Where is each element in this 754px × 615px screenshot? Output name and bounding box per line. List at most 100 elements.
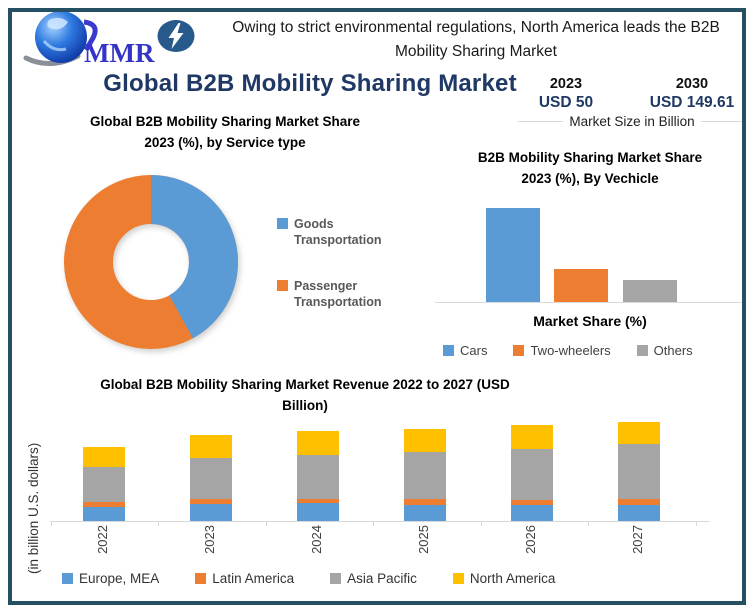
axis-tick: [588, 521, 589, 526]
segment-europe-mea: [618, 504, 660, 521]
vehicle-title-line2: 2023 (%), By Vechicle: [521, 170, 659, 186]
segment-north-america: [404, 428, 446, 452]
segment-asia-pacific: [511, 448, 553, 500]
axis-tick: [50, 521, 52, 526]
revenue-chart-title: Global B2B Mobility Sharing Market Reven…: [100, 377, 510, 413]
market-size-end: 2030 USD 149.61: [646, 76, 738, 112]
segment-latin-america: [83, 502, 125, 507]
axis-tick: [265, 521, 267, 526]
globe-landmass: [47, 17, 68, 30]
legend-label: Asia Pacific: [347, 571, 417, 586]
lightning-icon: [157, 20, 195, 52]
segment-latin-america: [190, 499, 232, 504]
stacked-bar-2022: [83, 447, 125, 521]
legend-swatch: [277, 279, 288, 291]
donut-chart: [63, 174, 239, 350]
legend-swatch: [330, 573, 342, 584]
donut-legend: Goods Transportation Passenger Transporta…: [277, 216, 419, 310]
revenue-xticks: 2022 2023 2024 2025 2026 2027: [50, 525, 710, 567]
segment-europe-mea: [404, 504, 446, 521]
legend-label: Two-wheelers: [530, 343, 611, 358]
stacked-bar-2025: [404, 428, 446, 521]
segment-europe-mea: [190, 504, 232, 521]
segment-europe-mea: [83, 506, 125, 521]
legend-label: Cars: [460, 343, 488, 358]
stacked-bar-2023: [190, 435, 232, 521]
donut-chart-title: Global B2B Mobility Sharing Market Share…: [45, 112, 405, 154]
axis-tick: [158, 521, 159, 526]
vehicle-legend: Cars Two-wheelers Others: [443, 343, 749, 358]
legend-swatch: [277, 218, 288, 229]
x-tick-label: 2023: [202, 525, 217, 554]
stacked-bar-2027: [618, 422, 660, 521]
x-tick-label: 2026: [523, 525, 538, 554]
end-year: 2030: [675, 76, 709, 92]
x-tick-label: 2024: [309, 525, 324, 554]
bar-two-wheelers: [554, 269, 608, 302]
legend-swatch: [195, 573, 207, 584]
segment-latin-america: [511, 499, 553, 505]
page-title: Global B2B Mobility Sharing Market: [103, 70, 517, 97]
start-value: USD 50: [538, 94, 594, 111]
legend-item: Europe, MEA: [62, 571, 159, 586]
headline-line2: Mobility Sharing Market: [395, 43, 557, 61]
revenue-plot: [50, 412, 710, 526]
donut-title-line2: 2023 (%), by Service type: [144, 134, 306, 150]
market-size-start: 2023 USD 50: [531, 76, 601, 112]
legend-swatch: [513, 345, 525, 356]
segment-europe-mea: [297, 503, 339, 521]
legend-label: Goods Transportation: [294, 217, 382, 248]
segment-latin-america: [404, 499, 446, 505]
logo-text: MMR: [84, 38, 155, 68]
x-tick-label: 2022: [95, 525, 110, 554]
segment-asia-pacific: [83, 466, 125, 503]
legend-item: North America: [452, 571, 556, 586]
segment-asia-pacific: [404, 451, 446, 500]
legend-item: Cars: [443, 343, 487, 358]
segment-asia-pacific: [190, 457, 232, 500]
caption-rule-right: [700, 121, 747, 122]
x-tick-label: 2025: [416, 525, 431, 554]
segment-north-america: [190, 435, 232, 458]
segment-asia-pacific: [618, 444, 660, 500]
legend-item: Asia Pacific: [330, 571, 417, 586]
caption-text: Market Size in Billion: [569, 114, 695, 129]
legend-label: Latin America: [212, 571, 295, 586]
legend-item: Passenger Transportation: [277, 278, 419, 311]
caption-rule-left: [518, 121, 564, 122]
legend-item: Two-wheelers: [513, 343, 611, 358]
segment-north-america: [297, 430, 339, 455]
headline: Owing to strict environmental regulation…: [210, 16, 742, 64]
legend-item: Goods Transportation: [277, 216, 419, 249]
legend-label: Others: [653, 343, 693, 358]
vehicle-xlabel: Market Share (%): [533, 313, 647, 329]
donut-slice-0: [64, 175, 238, 349]
logo-curve: [83, 19, 98, 52]
revenue-ylabel: (in billion U.S. dollars): [26, 442, 41, 574]
legend-item: Others: [636, 343, 693, 358]
segment-latin-america: [297, 498, 339, 504]
vehicle-title-line1: B2B Mobility Sharing Market Share: [477, 150, 703, 165]
start-year: 2023: [549, 76, 583, 92]
segment-europe-mea: [511, 504, 553, 521]
stacked-bar-2026: [511, 424, 553, 521]
bar-others: [623, 279, 677, 302]
segment-latin-america: [618, 499, 660, 505]
legend-item: Latin America: [195, 571, 294, 586]
end-value: USD 149.61: [649, 94, 735, 111]
stacked-bar-2024: [297, 430, 339, 521]
axis-tick: [373, 521, 374, 526]
x-tick-label: 2027: [630, 525, 645, 554]
segment-north-america: [511, 424, 553, 449]
legend-swatch: [62, 573, 73, 584]
axis-tick: [695, 521, 697, 526]
legend-swatch: [452, 573, 464, 584]
segment-north-america: [83, 447, 125, 467]
vehicle-plot: [435, 207, 745, 303]
revenue-legend: Europe, MEA Latin America Asia Pacific Nort…: [62, 571, 722, 586]
segment-north-america: [618, 422, 660, 445]
legend-swatch: [636, 345, 648, 356]
market-size-caption: Market Size in Billion: [518, 114, 747, 129]
legend-label: North America: [469, 571, 556, 586]
